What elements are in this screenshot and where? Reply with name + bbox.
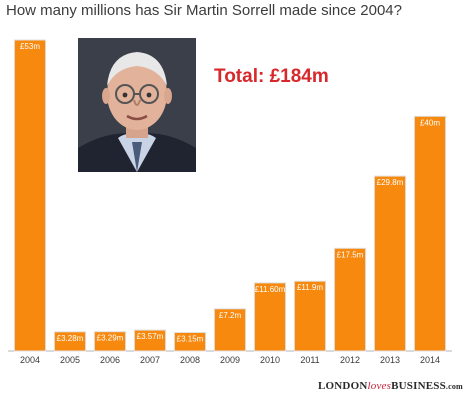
brand-part-london: LONDON — [318, 380, 368, 392]
bar-2010 — [253, 282, 287, 352]
brand-logo: LONDONlovesBUSINESS.com — [318, 380, 463, 392]
x-tick-2010: 2010 — [260, 355, 280, 365]
x-tick-2011: 2011 — [300, 355, 319, 365]
value-labels-group: £53m £3.28m £3.29m £3.57m £3.15m £7.2m £11.60m… — [20, 42, 440, 344]
bar-2005 — [53, 331, 87, 352]
portrait-photo — [78, 38, 196, 172]
x-tick-2014: 2014 — [420, 355, 440, 365]
x-tick-2005: 2005 — [60, 355, 80, 365]
value-label-2010: £11.60m — [255, 285, 286, 294]
bar-2006 — [93, 331, 127, 352]
portrait-illustration — [78, 38, 196, 172]
value-label-2009: £7.2m — [219, 311, 242, 320]
x-tick-2012: 2012 — [340, 355, 360, 365]
value-label-2008: £3.15m — [177, 335, 204, 344]
brand-part-loves: loves — [367, 380, 392, 392]
x-tick-labels-group: 2004 2005 2006 2007 2008 2009 2010 2011 2012 2013… — [20, 355, 440, 365]
value-label-2013: £29.8m — [377, 178, 404, 187]
total-annotation: Total: £184m — [214, 66, 329, 87]
value-label-2005: £3.28m — [57, 334, 84, 343]
value-label-2006: £3.29m — [97, 334, 124, 343]
bars-group — [13, 39, 447, 352]
x-tick-2008: 2008 — [180, 355, 200, 365]
x-tick-2013: 2013 — [380, 355, 400, 365]
bar-2012 — [333, 247, 367, 352]
chart-title: How many millions has Sir Martin Sorrell… — [6, 2, 402, 19]
value-label-2012: £17.5m — [337, 250, 364, 259]
value-label-2011: £11.9m — [297, 283, 323, 292]
x-tick-2006: 2006 — [100, 355, 120, 365]
bar-2013 — [373, 175, 407, 352]
value-label-2014: £40m — [420, 118, 440, 127]
bar-2007 — [133, 329, 167, 352]
bar-2011 — [293, 280, 327, 352]
x-tick-2004: 2004 — [20, 355, 40, 365]
value-label-2007: £3.57m — [137, 332, 164, 341]
bar-2004 — [13, 39, 47, 352]
bar-2009 — [213, 308, 247, 352]
x-tick-2009: 2009 — [220, 355, 240, 365]
brand-part-business: BUSINESS — [391, 380, 446, 392]
brand-part-dotcom: .com — [445, 382, 463, 391]
x-tick-2007: 2007 — [140, 355, 160, 365]
bar-2014 — [413, 115, 447, 352]
bar-2008 — [173, 332, 207, 352]
value-label-2004: £53m — [20, 42, 40, 51]
